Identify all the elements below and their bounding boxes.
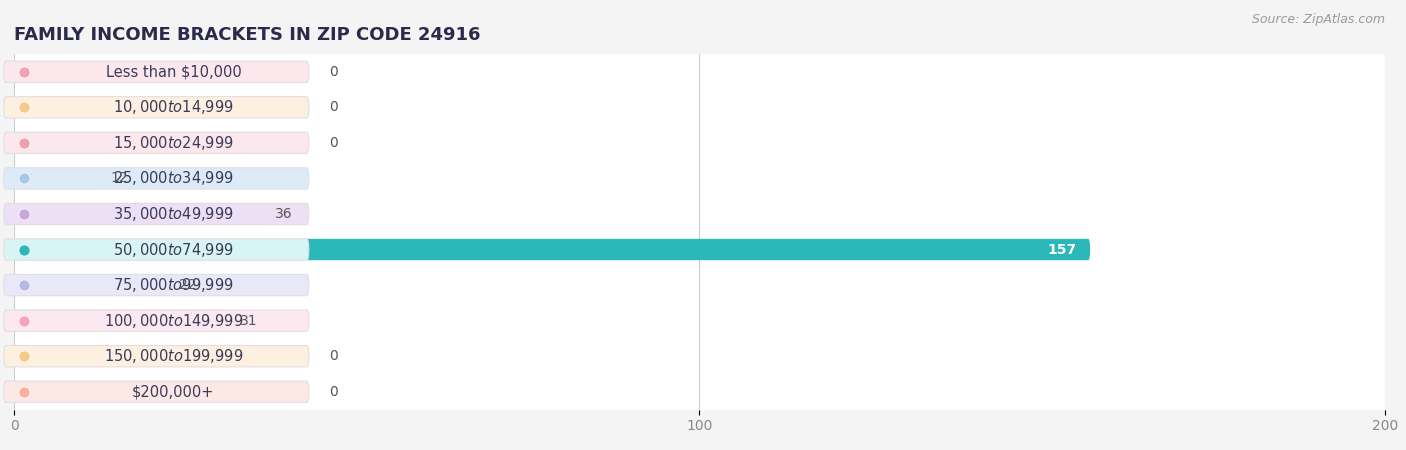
Text: $25,000 to $34,999: $25,000 to $34,999 xyxy=(112,170,233,187)
FancyBboxPatch shape xyxy=(14,338,1385,374)
Text: $35,000 to $49,999: $35,000 to $49,999 xyxy=(112,205,233,223)
FancyBboxPatch shape xyxy=(14,310,226,331)
Text: 0: 0 xyxy=(329,349,337,363)
FancyBboxPatch shape xyxy=(4,97,309,118)
Text: $200,000+: $200,000+ xyxy=(132,384,215,399)
Text: $75,000 to $99,999: $75,000 to $99,999 xyxy=(112,276,233,294)
FancyBboxPatch shape xyxy=(14,125,1385,161)
FancyBboxPatch shape xyxy=(4,203,309,225)
Text: FAMILY INCOME BRACKETS IN ZIP CODE 24916: FAMILY INCOME BRACKETS IN ZIP CODE 24916 xyxy=(14,26,481,44)
Text: 0: 0 xyxy=(329,65,337,79)
Text: Less than $10,000: Less than $10,000 xyxy=(105,64,242,79)
FancyBboxPatch shape xyxy=(4,239,309,260)
FancyBboxPatch shape xyxy=(14,239,1090,260)
FancyBboxPatch shape xyxy=(14,374,1385,410)
FancyBboxPatch shape xyxy=(14,196,1385,232)
FancyBboxPatch shape xyxy=(14,161,1385,196)
FancyBboxPatch shape xyxy=(14,168,96,189)
Text: 157: 157 xyxy=(1047,243,1077,256)
FancyBboxPatch shape xyxy=(14,90,1385,125)
FancyBboxPatch shape xyxy=(14,54,1385,90)
Text: $100,000 to $149,999: $100,000 to $149,999 xyxy=(104,311,243,329)
Text: 0: 0 xyxy=(329,385,337,399)
FancyBboxPatch shape xyxy=(4,132,309,153)
FancyBboxPatch shape xyxy=(14,267,1385,303)
FancyBboxPatch shape xyxy=(14,203,262,225)
FancyBboxPatch shape xyxy=(4,61,309,82)
FancyBboxPatch shape xyxy=(14,97,17,118)
FancyBboxPatch shape xyxy=(4,346,309,367)
FancyBboxPatch shape xyxy=(4,310,309,331)
FancyBboxPatch shape xyxy=(4,381,309,402)
FancyBboxPatch shape xyxy=(14,381,17,402)
FancyBboxPatch shape xyxy=(4,168,309,189)
FancyBboxPatch shape xyxy=(14,274,165,296)
Text: Source: ZipAtlas.com: Source: ZipAtlas.com xyxy=(1251,14,1385,27)
Text: 0: 0 xyxy=(329,100,337,114)
FancyBboxPatch shape xyxy=(14,303,1385,338)
Text: $10,000 to $14,999: $10,000 to $14,999 xyxy=(112,99,233,116)
Text: 31: 31 xyxy=(240,314,257,328)
Text: $150,000 to $199,999: $150,000 to $199,999 xyxy=(104,347,243,365)
FancyBboxPatch shape xyxy=(14,232,1385,267)
Text: 36: 36 xyxy=(274,207,292,221)
FancyBboxPatch shape xyxy=(14,132,17,153)
FancyBboxPatch shape xyxy=(14,61,17,82)
Text: 0: 0 xyxy=(329,136,337,150)
FancyBboxPatch shape xyxy=(14,346,17,367)
Text: 22: 22 xyxy=(179,278,195,292)
Text: $50,000 to $74,999: $50,000 to $74,999 xyxy=(112,240,233,258)
Text: 12: 12 xyxy=(110,171,128,185)
Text: $15,000 to $24,999: $15,000 to $24,999 xyxy=(112,134,233,152)
FancyBboxPatch shape xyxy=(4,274,309,296)
